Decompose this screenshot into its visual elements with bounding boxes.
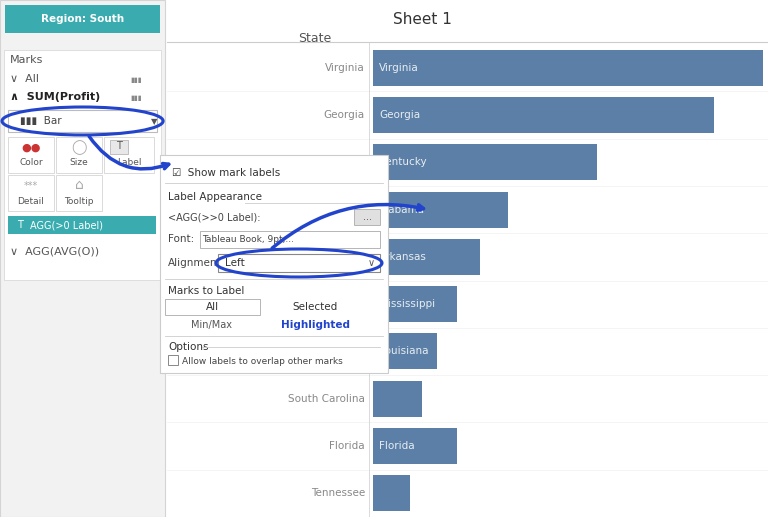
Text: <AGG(>>0 Label):: <AGG(>>0 Label): [168, 212, 260, 222]
Bar [218, 254, 380, 272]
Text: ▮▮▮  Bar: ▮▮▮ Bar [20, 116, 61, 126]
Text: Alignment: Alignment [168, 258, 222, 268]
Text: Tooltip: Tooltip [65, 197, 94, 206]
Text: Virginia: Virginia [379, 63, 419, 73]
Text: ...: ... [362, 212, 372, 222]
Text: ***: *** [24, 181, 38, 191]
Bar [354, 209, 380, 225]
Bar [4, 50, 161, 280]
Text: Alabama: Alabama [319, 205, 365, 215]
Text: Left: Left [225, 258, 245, 268]
Bar [5, 5, 160, 33]
Text: T: T [17, 220, 23, 230]
Bar [373, 50, 763, 86]
Text: Florida: Florida [379, 441, 415, 451]
Text: Detail: Detail [18, 197, 45, 206]
Text: Georgia: Georgia [379, 110, 420, 120]
Text: Label: Label [117, 158, 141, 167]
Text: ∨  AGG(AVG(O)): ∨ AGG(AVG(O)) [10, 246, 99, 256]
Bar [165, 299, 260, 315]
Text: Highlighted: Highlighted [280, 320, 349, 330]
Text: State: State [299, 32, 332, 45]
Text: ∧  SUM(Profit): ∧ SUM(Profit) [10, 92, 101, 102]
Text: Size: Size [70, 158, 88, 167]
Text: Label Appearance: Label Appearance [168, 192, 262, 202]
Text: Virginia: Virginia [326, 63, 365, 73]
Bar [373, 333, 437, 370]
Bar [104, 137, 154, 173]
Text: Mississippi: Mississippi [379, 299, 435, 309]
Text: Alabama: Alabama [379, 205, 425, 215]
Text: Allow labels to overlap other marks: Allow labels to overlap other marks [182, 357, 343, 367]
Text: ▼: ▼ [151, 117, 157, 126]
Text: All: All [205, 302, 219, 312]
Bar [56, 137, 102, 173]
Text: Florida: Florida [329, 441, 365, 451]
Text: Kentucky: Kentucky [379, 157, 427, 168]
Text: Region: South: Region: South [41, 14, 124, 24]
Bar [373, 428, 457, 464]
Bar [200, 231, 380, 248]
Bar [8, 110, 157, 132]
Text: Tennessee: Tennessee [311, 489, 365, 498]
Text: Kentucky: Kentucky [317, 157, 365, 168]
Bar [373, 97, 714, 133]
Text: Georgia: Georgia [324, 110, 365, 120]
Bar [110, 140, 128, 154]
Bar [373, 192, 508, 227]
Bar [160, 155, 388, 373]
Text: Arkansas: Arkansas [317, 252, 365, 262]
Bar [8, 216, 156, 234]
Bar [0, 0, 165, 517]
Text: AGG(>0 Label): AGG(>0 Label) [30, 220, 103, 230]
Text: ☑  Show mark labels: ☑ Show mark labels [172, 168, 280, 178]
Bar [373, 381, 422, 417]
Bar [373, 286, 457, 322]
Text: Tableau Book, 9pt,...: Tableau Book, 9pt,... [202, 235, 294, 244]
Text: ⌂: ⌂ [74, 178, 84, 192]
Text: T: T [116, 141, 122, 151]
Text: Louisiana: Louisiana [379, 346, 429, 356]
Bar [56, 175, 102, 211]
Bar [168, 355, 178, 365]
Bar [373, 239, 480, 275]
Text: Selected: Selected [293, 302, 338, 312]
Text: Marks: Marks [10, 55, 43, 65]
Text: Marks to Label: Marks to Label [168, 286, 244, 296]
Text: Arkansas: Arkansas [379, 252, 427, 262]
Text: Color: Color [19, 158, 43, 167]
Text: ◯: ◯ [71, 140, 87, 155]
Text: ∨: ∨ [368, 258, 375, 268]
Text: Options: Options [168, 342, 208, 352]
Text: ▮▮▮: ▮▮▮ [130, 95, 141, 101]
Text: Min/Max: Min/Max [191, 320, 233, 330]
Text: Font:: Font: [168, 234, 194, 244]
Text: ●●: ●● [22, 143, 41, 153]
Bar [373, 144, 598, 180]
Text: Louisiana: Louisiana [316, 346, 365, 356]
Text: South Carolina: South Carolina [288, 394, 365, 404]
Text: Sheet 1: Sheet 1 [393, 12, 452, 27]
Text: ▮▮▮: ▮▮▮ [130, 77, 141, 83]
Text: ∨  All: ∨ All [10, 74, 39, 84]
Bar [373, 475, 410, 511]
Text: Mississippi: Mississippi [309, 299, 365, 309]
Bar [8, 175, 54, 211]
Bar [8, 137, 54, 173]
